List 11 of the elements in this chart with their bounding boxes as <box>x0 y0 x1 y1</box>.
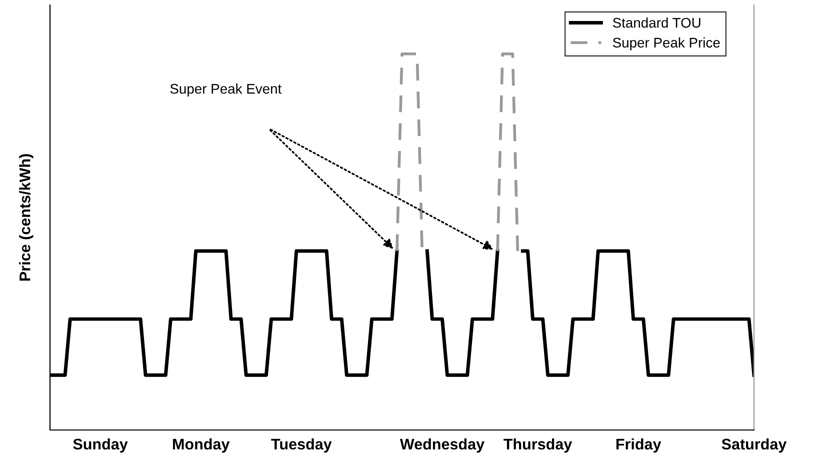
x-tick-label: Monday <box>173 438 230 453</box>
x-tick-label: Sunday <box>73 438 128 453</box>
x-tick-label: Saturday <box>722 438 787 453</box>
x-tick-label: Tuesday <box>271 438 332 453</box>
y-axis-title: Price (cents/kWh) <box>19 154 34 281</box>
legend-label: Standard TOU <box>612 18 700 28</box>
legend-label: Super Peak Price <box>612 37 720 50</box>
annotation: Super Peak Event <box>170 84 282 96</box>
x-tick-label: Wednesday <box>400 438 484 453</box>
x-tick-label: Friday <box>616 438 662 453</box>
x-tick-label: Thursday <box>504 438 572 453</box>
